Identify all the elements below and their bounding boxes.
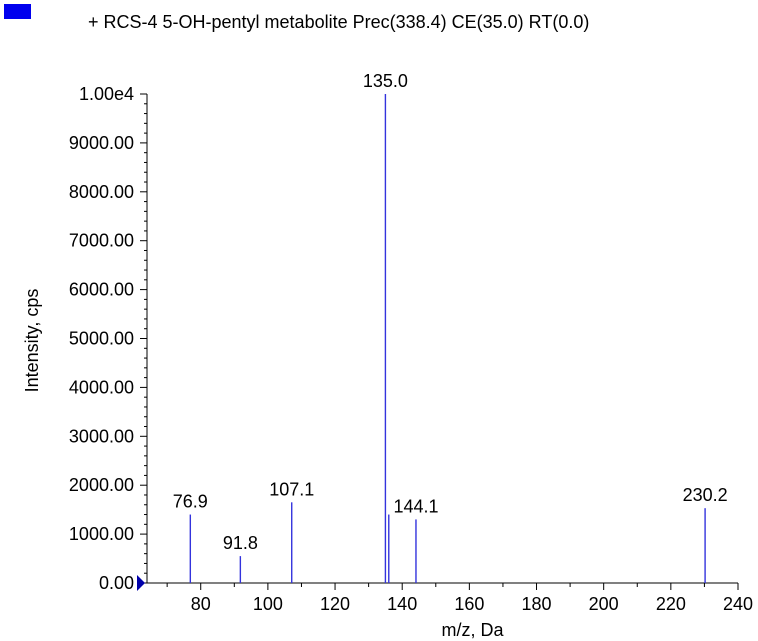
y-tick-label: 1.00e4: [79, 84, 134, 104]
x-tick-label: 220: [656, 594, 686, 614]
y-tick-label: 9000.00: [69, 133, 134, 153]
y-tick-label: 0.00: [99, 573, 134, 593]
peak-label: 107.1: [269, 479, 314, 499]
y-tick-label: 3000.00: [69, 426, 134, 446]
y-tick-label: 2000.00: [69, 475, 134, 495]
peak-label: 135.0: [363, 71, 408, 91]
x-tick-label: 180: [521, 594, 551, 614]
x-tick-label: 80: [191, 594, 211, 614]
x-tick-label: 200: [589, 594, 619, 614]
peak-label: 230.2: [683, 485, 728, 505]
peak-label: 91.8: [223, 533, 258, 553]
x-axis-title: m/z, Da: [441, 620, 504, 640]
legend-swatch: [4, 4, 31, 19]
x-tick-label: 140: [387, 594, 417, 614]
x-tick-label: 100: [253, 594, 283, 614]
peak-label: 76.9: [173, 492, 208, 512]
y-tick-label: 4000.00: [69, 377, 134, 397]
y-tick-label: 6000.00: [69, 280, 134, 300]
x-tick-label: 160: [454, 594, 484, 614]
legend: + RCS-4 5-OH-pentyl metabolite Prec(338.…: [4, 4, 589, 32]
y-axis-title: Intensity, cps: [22, 289, 42, 393]
x-tick-label: 240: [723, 594, 753, 614]
y-tick-label: 7000.00: [69, 231, 134, 251]
x-tick-label: 120: [320, 594, 350, 614]
y-tick-label: 8000.00: [69, 182, 134, 202]
legend-label: + RCS-4 5-OH-pentyl metabolite Prec(338.…: [88, 12, 589, 32]
baseline-marker: [137, 575, 145, 591]
y-tick-label: 1000.00: [69, 524, 134, 544]
peak-label: 144.1: [393, 496, 438, 516]
plot-area: 0.00 1000.00 2000.00 3000.00 4000.00 5000.00 6…: [22, 71, 753, 640]
y-tick-label: 5000.00: [69, 329, 134, 349]
